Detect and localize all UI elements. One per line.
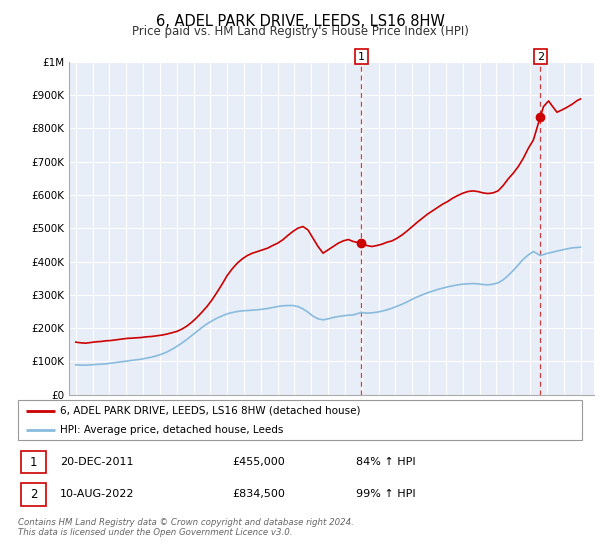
- Text: Contains HM Land Registry data © Crown copyright and database right 2024.
This d: Contains HM Land Registry data © Crown c…: [18, 518, 354, 538]
- Text: 10-AUG-2022: 10-AUG-2022: [60, 489, 135, 500]
- Text: 20-DEC-2011: 20-DEC-2011: [60, 457, 134, 467]
- Text: HPI: Average price, detached house, Leeds: HPI: Average price, detached house, Leed…: [60, 425, 284, 435]
- Bar: [21, 483, 46, 506]
- Text: Price paid vs. HM Land Registry's House Price Index (HPI): Price paid vs. HM Land Registry's House …: [131, 25, 469, 38]
- Text: 1: 1: [30, 456, 37, 469]
- Text: £455,000: £455,000: [232, 457, 285, 467]
- Bar: [21, 451, 46, 473]
- Text: £834,500: £834,500: [232, 489, 285, 500]
- Text: 1: 1: [358, 52, 365, 62]
- Text: 99% ↑ HPI: 99% ↑ HPI: [356, 489, 416, 500]
- Text: 84% ↑ HPI: 84% ↑ HPI: [356, 457, 416, 467]
- Text: 2: 2: [537, 52, 544, 62]
- Text: 6, ADEL PARK DRIVE, LEEDS, LS16 8HW (detached house): 6, ADEL PARK DRIVE, LEEDS, LS16 8HW (det…: [60, 406, 361, 416]
- Text: 2: 2: [30, 488, 37, 501]
- Text: 6, ADEL PARK DRIVE, LEEDS, LS16 8HW: 6, ADEL PARK DRIVE, LEEDS, LS16 8HW: [155, 14, 445, 29]
